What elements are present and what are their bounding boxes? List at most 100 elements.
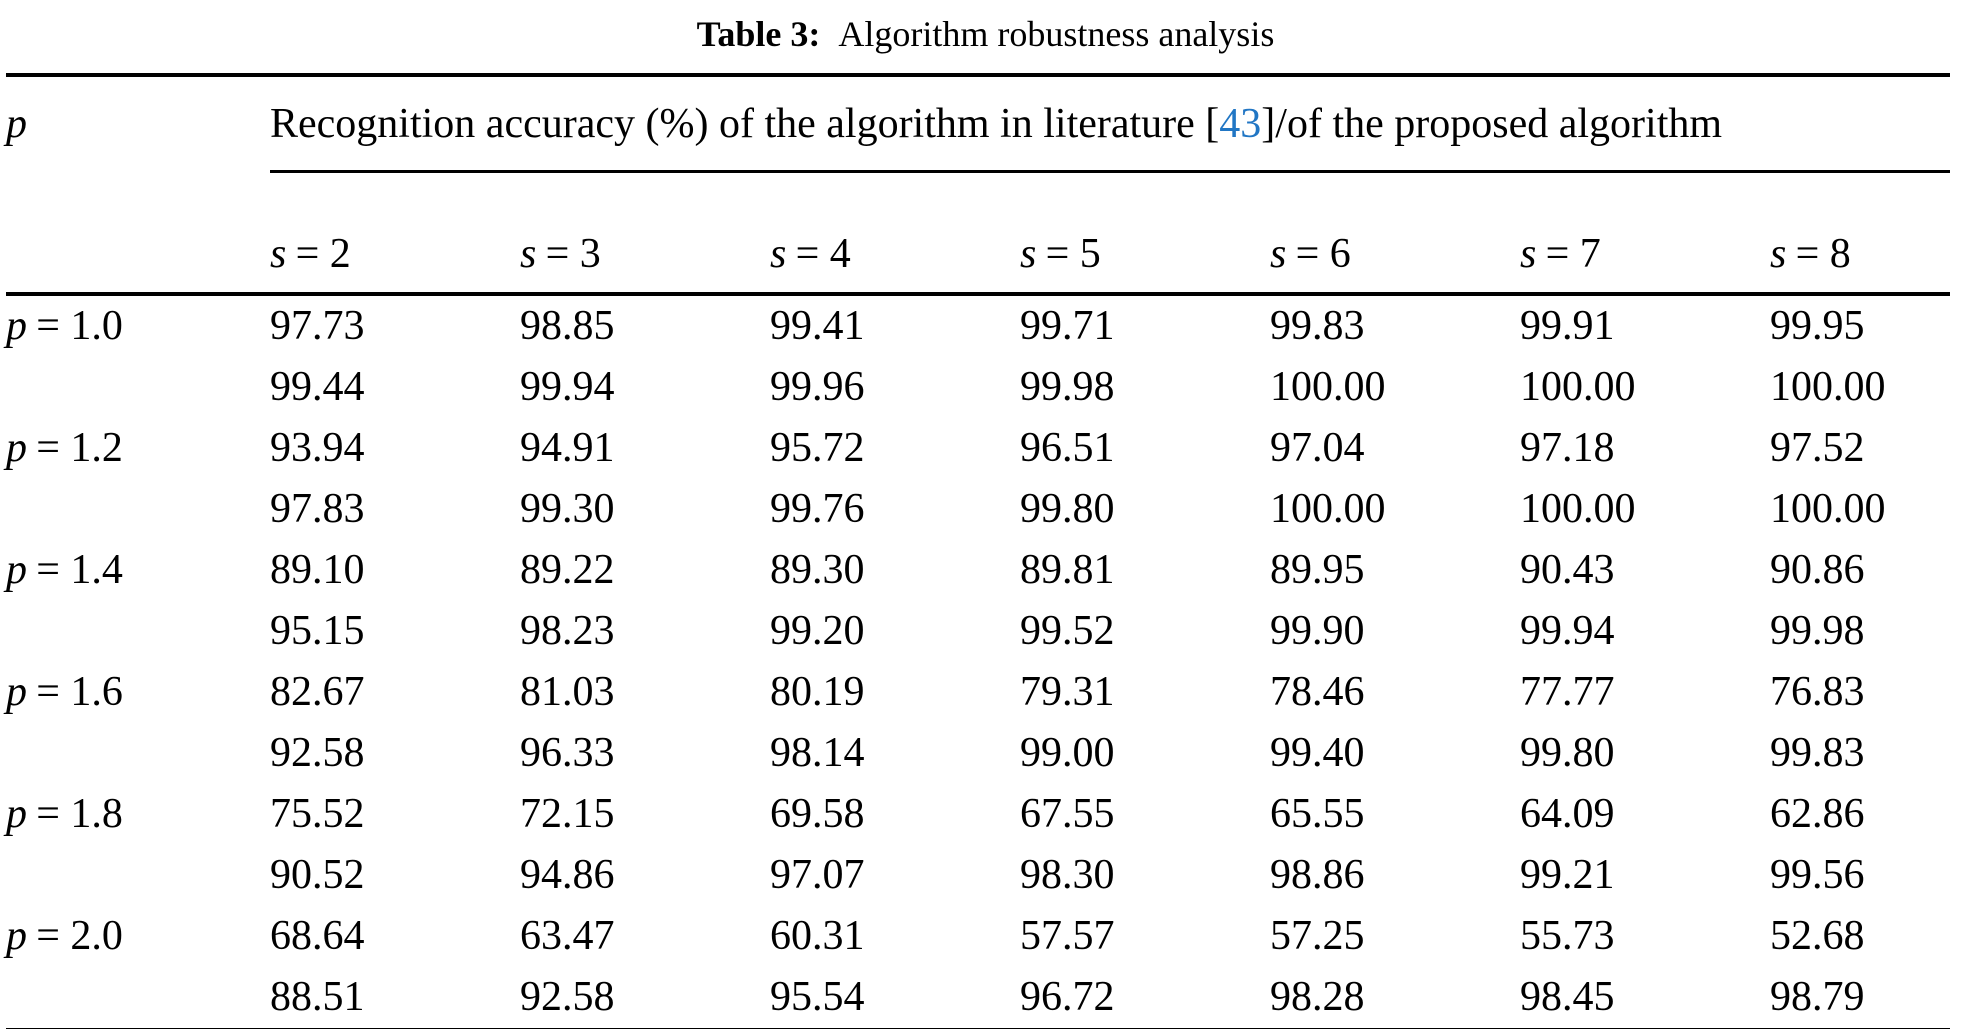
col-header-s-5: s = 5 [1020,171,1270,296]
caption-label: Table 3: [696,14,821,54]
cell-proposed: 99.94 [520,364,615,410]
col-header-var: s [1520,231,1537,277]
col-header-value: = 2 [295,231,351,277]
cell-proposed: 88.51 [270,974,365,1020]
header-row-s-values: s = 2 s = 3 s = 4 s = 5 s = 6 s = 7 s = 8 [6,171,1950,296]
cell-proposed: 97.07 [770,852,865,898]
cell-literature: 98.85 [520,303,615,349]
cell-literature: 55.73 [1520,913,1615,959]
cell-literature: 82.67 [270,669,365,715]
cell-literature: 89.22 [520,547,615,593]
citation-link-43[interactable]: 43 [1219,100,1262,147]
cell-proposed: 99.30 [520,486,615,532]
cell-literature: 97.73 [270,303,365,349]
cell-proposed: 99.98 [1770,608,1865,654]
cell-literature: 57.57 [1020,913,1115,959]
row-label: p = 1.2 [6,418,270,540]
cell-literature: 97.18 [1520,425,1615,471]
cell-proposed: 98.14 [770,730,865,776]
corner-empty-cell [6,171,270,296]
cell-proposed: 100.00 [1270,486,1386,532]
cell-proposed: 92.58 [270,730,365,776]
cell-proposed: 100.00 [1770,486,1886,532]
cell-literature: 72.15 [520,791,615,837]
cell-proposed: 99.80 [1520,730,1615,776]
row-label: p = 2.0 [6,906,270,1029]
cell-proposed: 94.86 [520,852,615,898]
cell-literature: 75.52 [270,791,365,837]
cell-proposed: 99.80 [1020,486,1115,532]
cell-proposed: 99.20 [770,608,865,654]
cell-proposed: 99.52 [1020,608,1115,654]
cell-proposed: 99.44 [270,364,365,410]
cell-proposed: 99.40 [1270,730,1365,776]
col-header-var: s [270,231,287,277]
cell-proposed: 95.54 [770,974,865,1020]
row-label-value: = 1.4 [36,547,123,593]
cell-literature: 89.95 [1270,547,1365,593]
cell-proposed: 90.52 [270,852,365,898]
cell-literature: 68.64 [270,913,365,959]
table-row-proposed: 88.51 92.58 95.54 96.72 98.28 98.45 98.7… [6,967,1950,1029]
row-label-var: p [6,425,27,471]
col-header-var: s [1020,231,1037,277]
cell-proposed: 98.86 [1270,852,1365,898]
row-label-var: p [6,913,27,959]
cell-proposed: 99.94 [1520,608,1615,654]
table-row-literature: p = 1.2 93.94 94.91 95.72 96.51 97.04 97.… [6,418,1950,479]
col-header-s-8: s = 8 [1770,171,1950,296]
table-row-proposed: 99.44 99.94 99.96 99.98 100.00 100.00 10… [6,357,1950,418]
cell-proposed: 98.23 [520,608,615,654]
table-row-literature: p = 1.4 89.10 89.22 89.30 89.81 89.95 90.… [6,540,1950,601]
span-header-text-post: ]/of the proposed algorithm [1261,100,1723,147]
cell-literature: 65.55 [1270,791,1365,837]
row-label: p = 1.4 [6,540,270,662]
col-header-var: s [1770,231,1787,277]
cell-literature: 60.31 [770,913,865,959]
col-header-var: s [520,231,537,277]
table-row-proposed: 92.58 96.33 98.14 99.00 99.40 99.80 99.8… [6,723,1950,784]
col-header-var: s [770,231,787,277]
cell-proposed: 96.33 [520,730,615,776]
col-header-value: = 4 [795,231,851,277]
row-label-value: = 1.2 [36,425,123,471]
col-header-value: = 3 [545,231,601,277]
cell-literature: 99.83 [1270,303,1365,349]
col-header-s-6: s = 6 [1270,171,1520,296]
cell-literature: 89.10 [270,547,365,593]
cell-proposed: 99.00 [1020,730,1115,776]
robustness-table: p Recognition accuracy (%) of the algori… [6,73,1950,1029]
cell-proposed: 98.30 [1020,852,1115,898]
col-header-s-4: s = 4 [770,171,1020,296]
col-header-value: = 5 [1045,231,1101,277]
cell-proposed: 100.00 [1520,364,1636,410]
table-row-literature: p = 2.0 68.64 63.47 60.31 57.57 57.25 55.… [6,906,1950,967]
cell-proposed: 98.28 [1270,974,1365,1020]
cell-literature: 76.83 [1770,669,1865,715]
span-column-header: Recognition accuracy (%) of the algorith… [270,75,1950,173]
cell-literature: 81.03 [520,669,615,715]
span-header-text-pre: Recognition accuracy (%) of the algorith… [270,100,1220,147]
cell-literature: 79.31 [1020,669,1115,715]
cell-literature: 95.72 [770,425,865,471]
cell-literature: 93.94 [270,425,365,471]
cell-proposed: 92.58 [520,974,615,1020]
cell-literature: 78.46 [1270,669,1365,715]
cell-literature: 94.91 [520,425,615,471]
p-column-header-var: p [6,101,27,148]
cell-literature: 77.77 [1520,669,1615,715]
col-header-s-3: s = 3 [520,171,770,296]
row-label: p = 1.8 [6,784,270,906]
row-label-var: p [6,669,27,715]
row-label-value: = 1.0 [36,303,123,349]
cell-proposed: 99.56 [1770,852,1865,898]
cell-proposed: 98.45 [1520,974,1615,1020]
col-header-var: s [1270,231,1287,277]
cell-proposed: 95.15 [270,608,365,654]
p-column-header: p [6,75,270,172]
row-label-var: p [6,791,27,837]
cell-literature: 69.58 [770,791,865,837]
col-header-value: = 6 [1295,231,1351,277]
row-label-var: p [6,303,27,349]
row-label-value: = 2.0 [36,913,123,959]
